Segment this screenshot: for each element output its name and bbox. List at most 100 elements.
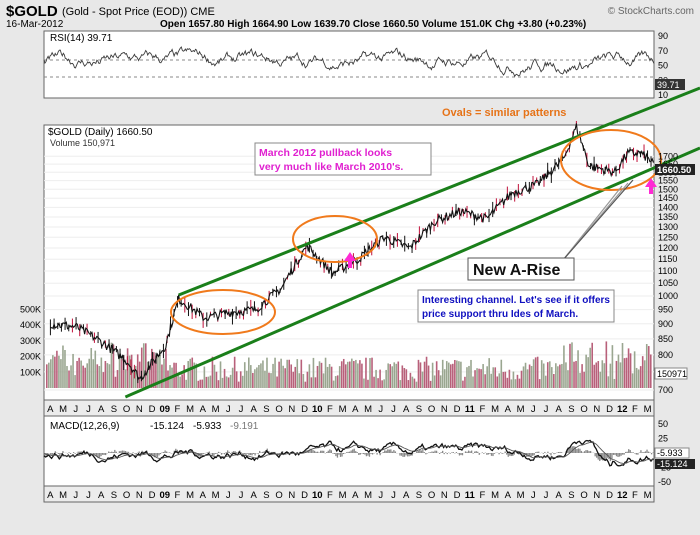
volume-bar — [428, 366, 430, 388]
volume-bar — [141, 348, 143, 388]
x-tick-label: M — [186, 490, 194, 501]
macd-hist-bar — [357, 452, 358, 453]
volume-bar — [183, 365, 185, 388]
volume-bar — [115, 377, 117, 388]
volume-bar — [191, 358, 193, 388]
macd-hist-bar — [416, 452, 417, 453]
macd-hist-bar — [158, 453, 159, 455]
volume-bar — [264, 371, 266, 388]
x-tick-label: M — [186, 404, 194, 415]
volume-bar — [62, 346, 64, 388]
volume-bar — [634, 351, 636, 388]
ohlc-summary: Open 1657.80 High 1664.90 Low 1639.70 Cl… — [160, 19, 586, 30]
volume-bar — [353, 361, 355, 388]
macd-hist-bar — [404, 453, 405, 457]
rsi-tick-label: 90 — [658, 31, 668, 41]
volume-bar — [311, 377, 313, 388]
macd-hist-bar — [550, 453, 551, 455]
volume-bar — [480, 369, 482, 388]
x-tick-label: F — [175, 490, 181, 501]
volume-bar — [426, 357, 428, 388]
volume-bar — [636, 368, 638, 388]
volume-bar — [444, 369, 446, 388]
macd-hist-bar — [401, 453, 402, 456]
volume-bar — [513, 372, 515, 388]
volume-bar — [599, 372, 601, 388]
macd-hist-bar — [473, 453, 474, 454]
price-tick-label: 850 — [658, 334, 673, 344]
volume-bar — [187, 361, 189, 388]
macd-hist-bar — [651, 453, 652, 454]
macd-hist-bar — [617, 453, 618, 457]
macd-hist-bar — [534, 453, 535, 455]
volume-bar — [549, 361, 551, 388]
x-tick-label: A — [556, 490, 563, 501]
macd-hist-bar — [248, 453, 249, 455]
macd-hist-bar — [212, 453, 213, 455]
macd-hist-bar — [218, 452, 219, 453]
volume-bar — [541, 360, 543, 388]
x-tick-label: A — [403, 404, 410, 415]
volume-bar — [460, 362, 462, 388]
x-tick-label: A — [98, 404, 105, 415]
macd-hist-bar — [244, 453, 245, 454]
volume-bar — [591, 343, 593, 388]
volume-bar — [610, 364, 612, 388]
x-tick-label: A — [200, 490, 207, 501]
macd-hist-bar — [502, 453, 503, 454]
macd-hist-bar — [500, 452, 501, 453]
x-tick-label: N — [441, 490, 448, 501]
macd-hist-bar — [358, 453, 359, 455]
macd-hist-bar — [346, 452, 347, 453]
macd-hist-bar — [332, 453, 333, 454]
macd-hist-bar — [116, 452, 117, 453]
macd-hist-bar — [354, 449, 355, 453]
volume-bar — [515, 379, 517, 388]
x-tick-label: 10 — [312, 404, 323, 415]
volume-bar — [593, 365, 595, 388]
volume-bar — [288, 360, 290, 388]
macd-value-1: -15.124 — [150, 421, 184, 432]
volume-bar — [319, 361, 321, 388]
macd-hist-bar — [422, 449, 423, 453]
volume-bar — [218, 380, 220, 388]
volume-bar — [472, 376, 474, 388]
arise-label: New A-Rise — [473, 262, 561, 279]
x-tick-label: N — [136, 404, 143, 415]
volume-bar — [232, 368, 234, 388]
volume-bar — [72, 354, 74, 388]
x-tick-label: J — [391, 404, 396, 415]
x-tick-label: S — [263, 404, 269, 415]
macd-hist-bar — [614, 453, 615, 455]
pullback-note-line-2: very much like March 2010's. — [259, 161, 403, 173]
volume-bar — [466, 367, 468, 388]
volume-bar — [86, 363, 88, 388]
macd-hist-bar — [477, 452, 478, 453]
macd-hist-bar — [488, 453, 489, 455]
macd-hist-bar — [364, 453, 365, 455]
volume-bar — [503, 372, 505, 388]
macd-hist-bar — [232, 452, 233, 453]
volume-bar — [450, 364, 452, 388]
macd-hist-bar — [430, 452, 431, 453]
volume-bar — [210, 376, 212, 388]
macd-hist-bar — [652, 452, 653, 453]
volume-label: Volume 150,971 — [50, 138, 115, 148]
macd-hist-bar — [123, 451, 124, 453]
volume-bar — [626, 358, 628, 388]
volume-bar — [454, 360, 456, 388]
macd-hist-bar — [352, 449, 353, 453]
volume-bar — [230, 375, 232, 388]
macd-hist-bar — [578, 448, 579, 453]
channel-note-line-2: price support thru Ides of March. — [422, 309, 578, 320]
x-tick-label: F — [480, 404, 486, 415]
volume-bar — [440, 375, 442, 388]
x-tick-label: F — [632, 404, 638, 415]
volume-bar — [329, 364, 331, 388]
volume-bar — [214, 365, 216, 388]
volume-bar — [258, 365, 260, 388]
volume-bar — [418, 360, 420, 388]
macd-hist-bar — [347, 452, 348, 453]
macd-hist-bar — [637, 453, 638, 455]
volume-bar — [595, 363, 597, 388]
